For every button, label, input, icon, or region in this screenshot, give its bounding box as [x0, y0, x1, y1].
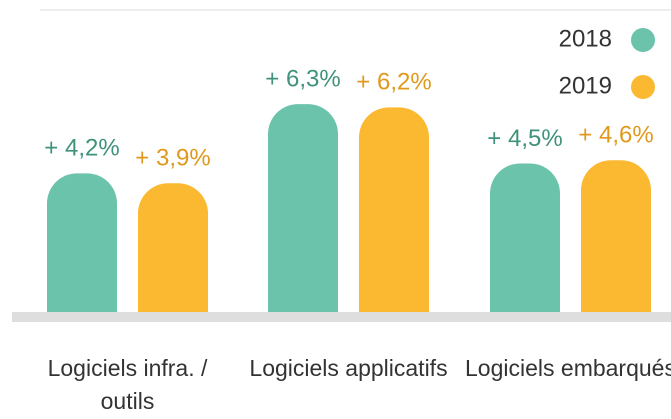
baseline — [12, 312, 671, 322]
legend-swatch — [631, 28, 655, 52]
bar — [138, 183, 208, 312]
bar — [359, 107, 429, 313]
value-label: + 4,5% — [487, 125, 562, 152]
value-label: + 6,2% — [356, 69, 431, 96]
bar — [268, 104, 338, 312]
value-label: + 3,9% — [135, 145, 210, 172]
value-label: + 4,2% — [44, 135, 119, 162]
value-label: + 4,6% — [578, 122, 653, 149]
legend-swatch — [631, 75, 655, 99]
legend-label: 2019 — [559, 72, 612, 99]
bar — [581, 160, 651, 312]
value-label: + 6,3% — [265, 65, 340, 92]
category-label: Logiciels embarqués — [465, 355, 671, 381]
category-label: Logiciels applicatifs — [249, 355, 448, 381]
bar — [490, 163, 560, 312]
category-label: Logiciels infra. / outils — [47, 355, 208, 414]
bar — [47, 173, 117, 312]
legend-label: 2018 — [559, 25, 612, 52]
